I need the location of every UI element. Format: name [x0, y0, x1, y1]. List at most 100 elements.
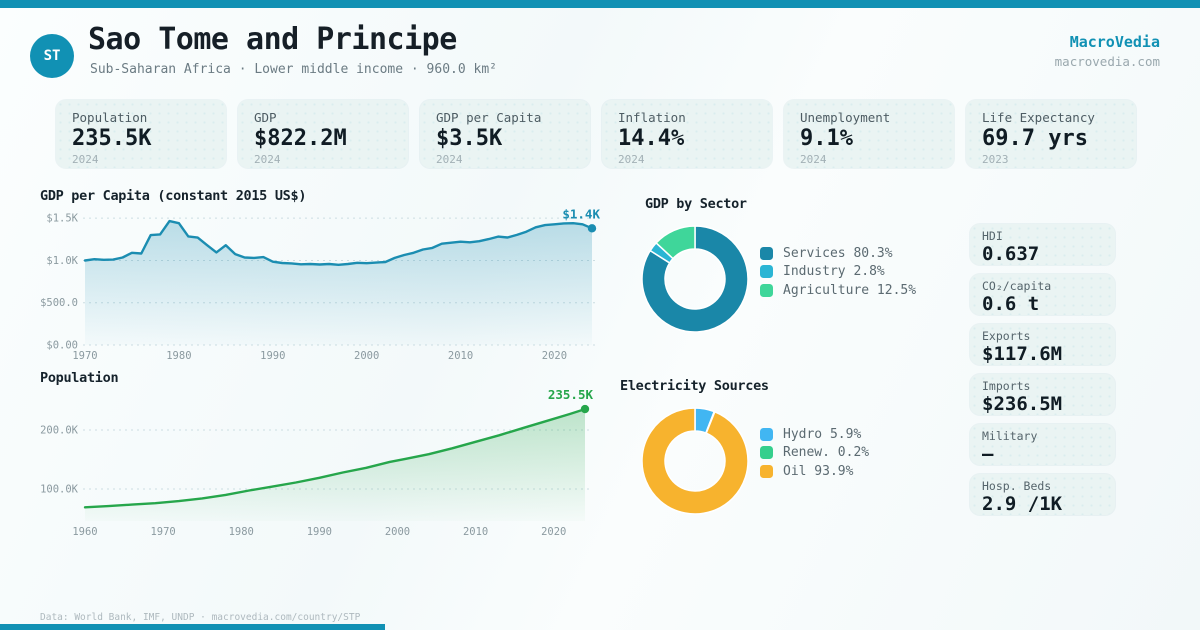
stat-card-population: Population 235.5K 2024 [56, 100, 226, 168]
svg-text:2000: 2000 [385, 526, 410, 538]
side-value: $236.5M [982, 393, 1063, 415]
gdp-by-sector-legend: Services 80.3% Industry 2.8% Agriculture… [760, 244, 916, 300]
side-value: 0.637 [982, 243, 1040, 265]
stat-card-inflation: Inflation 14.4% 2024 [602, 100, 772, 168]
svg-text:1980: 1980 [229, 526, 254, 538]
stat-card-life-expectancy: Life Expectancy 69.7 yrs 2023 [966, 100, 1136, 168]
legend-item-agriculture: Agriculture 12.5% [760, 281, 916, 300]
side-value: 0.6 t [982, 293, 1040, 315]
stat-card-gdp-per-capita: GDP per Capita $3.5K 2024 [420, 100, 590, 168]
stat-label: Population [72, 110, 148, 125]
stat-label: GDP [254, 110, 277, 125]
legend-item-renewables: Renew. 0.2% [760, 444, 869, 463]
gdp-chart-title: GDP per Capita (constant 2015 US$) [40, 188, 307, 204]
hydro-swatch-icon [760, 427, 773, 441]
svg-text:1960: 1960 [72, 526, 97, 538]
page-subtitle: Sub-Saharan Africa · Lower middle income… [90, 62, 497, 77]
gdp-by-sector-section: GDP by Sector Services 80.3% Industry 2.… [620, 196, 965, 333]
legend-label: Services 80.3% [783, 245, 893, 261]
services-swatch-icon [760, 246, 773, 260]
population-chart-title: Population [40, 370, 119, 386]
stat-year: 2024 [436, 153, 463, 166]
stat-value: $3.5K [436, 126, 503, 151]
legend-label: Hydro 5.9% [783, 426, 862, 442]
stat-value: $822.2M [254, 126, 347, 151]
stat-value: 69.7 yrs [982, 126, 1088, 151]
side-label: Hosp. Beds [982, 479, 1052, 493]
gdp-per-capita-chart-section: GDP per Capita (constant 2015 US$) $1.5K… [40, 188, 615, 372]
svg-text:200.0K: 200.0K [40, 425, 79, 437]
agriculture-swatch-icon [760, 283, 773, 297]
stat-label: Life Expectancy [982, 110, 1095, 125]
renewables-swatch-icon [760, 446, 773, 460]
svg-text:100.0K: 100.0K [40, 484, 79, 496]
page-title: Sao Tome and Principe [88, 22, 457, 57]
legend-item-industry: Industry 2.8% [760, 263, 916, 282]
svg-text:1970: 1970 [150, 526, 175, 538]
svg-text:2010: 2010 [463, 526, 488, 538]
data-sources-footer-link[interactable]: Data: World Bank, IMF, UNDP · macrovedia… [40, 612, 361, 623]
side-label: Exports [982, 329, 1031, 343]
stat-value: 235.5K [72, 126, 152, 151]
brand-name[interactable]: MacroVedia [1069, 33, 1160, 51]
gdp-by-sector-title: GDP by Sector [645, 196, 747, 212]
legend-label: Agriculture 12.5% [783, 282, 917, 298]
svg-text:1970: 1970 [72, 350, 97, 362]
bottom-accent-bar [0, 624, 385, 630]
stat-label: GDP per Capita [436, 110, 542, 125]
stat-label: Unemployment [800, 110, 891, 125]
country-badge: ST [30, 34, 74, 78]
stat-year: 2024 [800, 153, 827, 166]
electricity-sources-donut-chart [641, 407, 749, 515]
svg-text:2020: 2020 [542, 350, 567, 362]
side-card-military: Military — [970, 424, 1115, 465]
brand-block[interactable]: MacroVedia macrovedia.com [1055, 33, 1160, 69]
legend-item-oil: Oil 93.9% [760, 462, 869, 481]
side-card-hospital-beds: Hosp. Beds 2.9 /1K [970, 474, 1115, 515]
side-card-hdi: HDI 0.637 [970, 224, 1115, 265]
side-stats-column: HDI 0.637 CO₂/capita 0.6 t Exports $117.… [970, 224, 1115, 524]
stat-value: 14.4% [618, 126, 685, 151]
svg-text:2000: 2000 [354, 350, 379, 362]
electricity-sources-section: Electricity Sources Hydro 5.9% Renew. 0.… [620, 378, 965, 515]
svg-text:235.5K: 235.5K [548, 388, 594, 402]
stat-card-unemployment: Unemployment 9.1% 2024 [784, 100, 954, 168]
svg-text:$500.0: $500.0 [40, 297, 78, 309]
legend-label: Oil 93.9% [783, 463, 854, 479]
stat-year: 2024 [72, 153, 99, 166]
side-value: — [982, 443, 994, 465]
side-label: HDI [982, 229, 1003, 243]
side-label: Imports [982, 379, 1031, 393]
legend-label: Industry 2.8% [783, 264, 885, 280]
stat-label: Inflation [618, 110, 686, 125]
svg-text:$1.4K: $1.4K [562, 206, 600, 221]
side-card-exports: Exports $117.6M [970, 324, 1115, 365]
svg-text:$0.00: $0.00 [46, 340, 78, 352]
brand-url-link[interactable]: macrovedia.com [1054, 54, 1160, 69]
legend-item-hydro: Hydro 5.9% [760, 425, 869, 444]
side-card-imports: Imports $236.5M [970, 374, 1115, 415]
svg-text:1990: 1990 [260, 350, 285, 362]
stat-year: 2023 [982, 153, 1009, 166]
svg-text:1980: 1980 [166, 350, 191, 362]
svg-text:$1.5K: $1.5K [46, 213, 78, 225]
stat-card-gdp: GDP $822.2M 2024 [238, 100, 408, 168]
population-line-chart: 200.0K 100.0K 1960 1970 1980 1990 2000 2010 2020… [40, 388, 594, 538]
stat-cards-row: Population 235.5K 2024 GDP $822.2M 2024 … [56, 100, 1136, 168]
industry-swatch-icon [760, 265, 773, 279]
electricity-sources-legend: Hydro 5.9% Renew. 0.2% Oil 93.9% [760, 425, 869, 481]
electricity-sources-title: Electricity Sources [620, 378, 769, 394]
svg-text:2020: 2020 [541, 526, 566, 538]
side-value: $117.6M [982, 343, 1063, 365]
stat-year: 2024 [254, 153, 281, 166]
legend-label: Renew. 0.2% [783, 445, 870, 461]
side-label: Military [982, 429, 1038, 443]
oil-swatch-icon [760, 464, 773, 478]
legend-item-services: Services 80.3% [760, 244, 916, 263]
svg-text:1990: 1990 [307, 526, 332, 538]
country-badge-code: ST [43, 48, 61, 64]
gdp-by-sector-donut-chart [641, 225, 749, 333]
svg-text:2010: 2010 [448, 350, 473, 362]
